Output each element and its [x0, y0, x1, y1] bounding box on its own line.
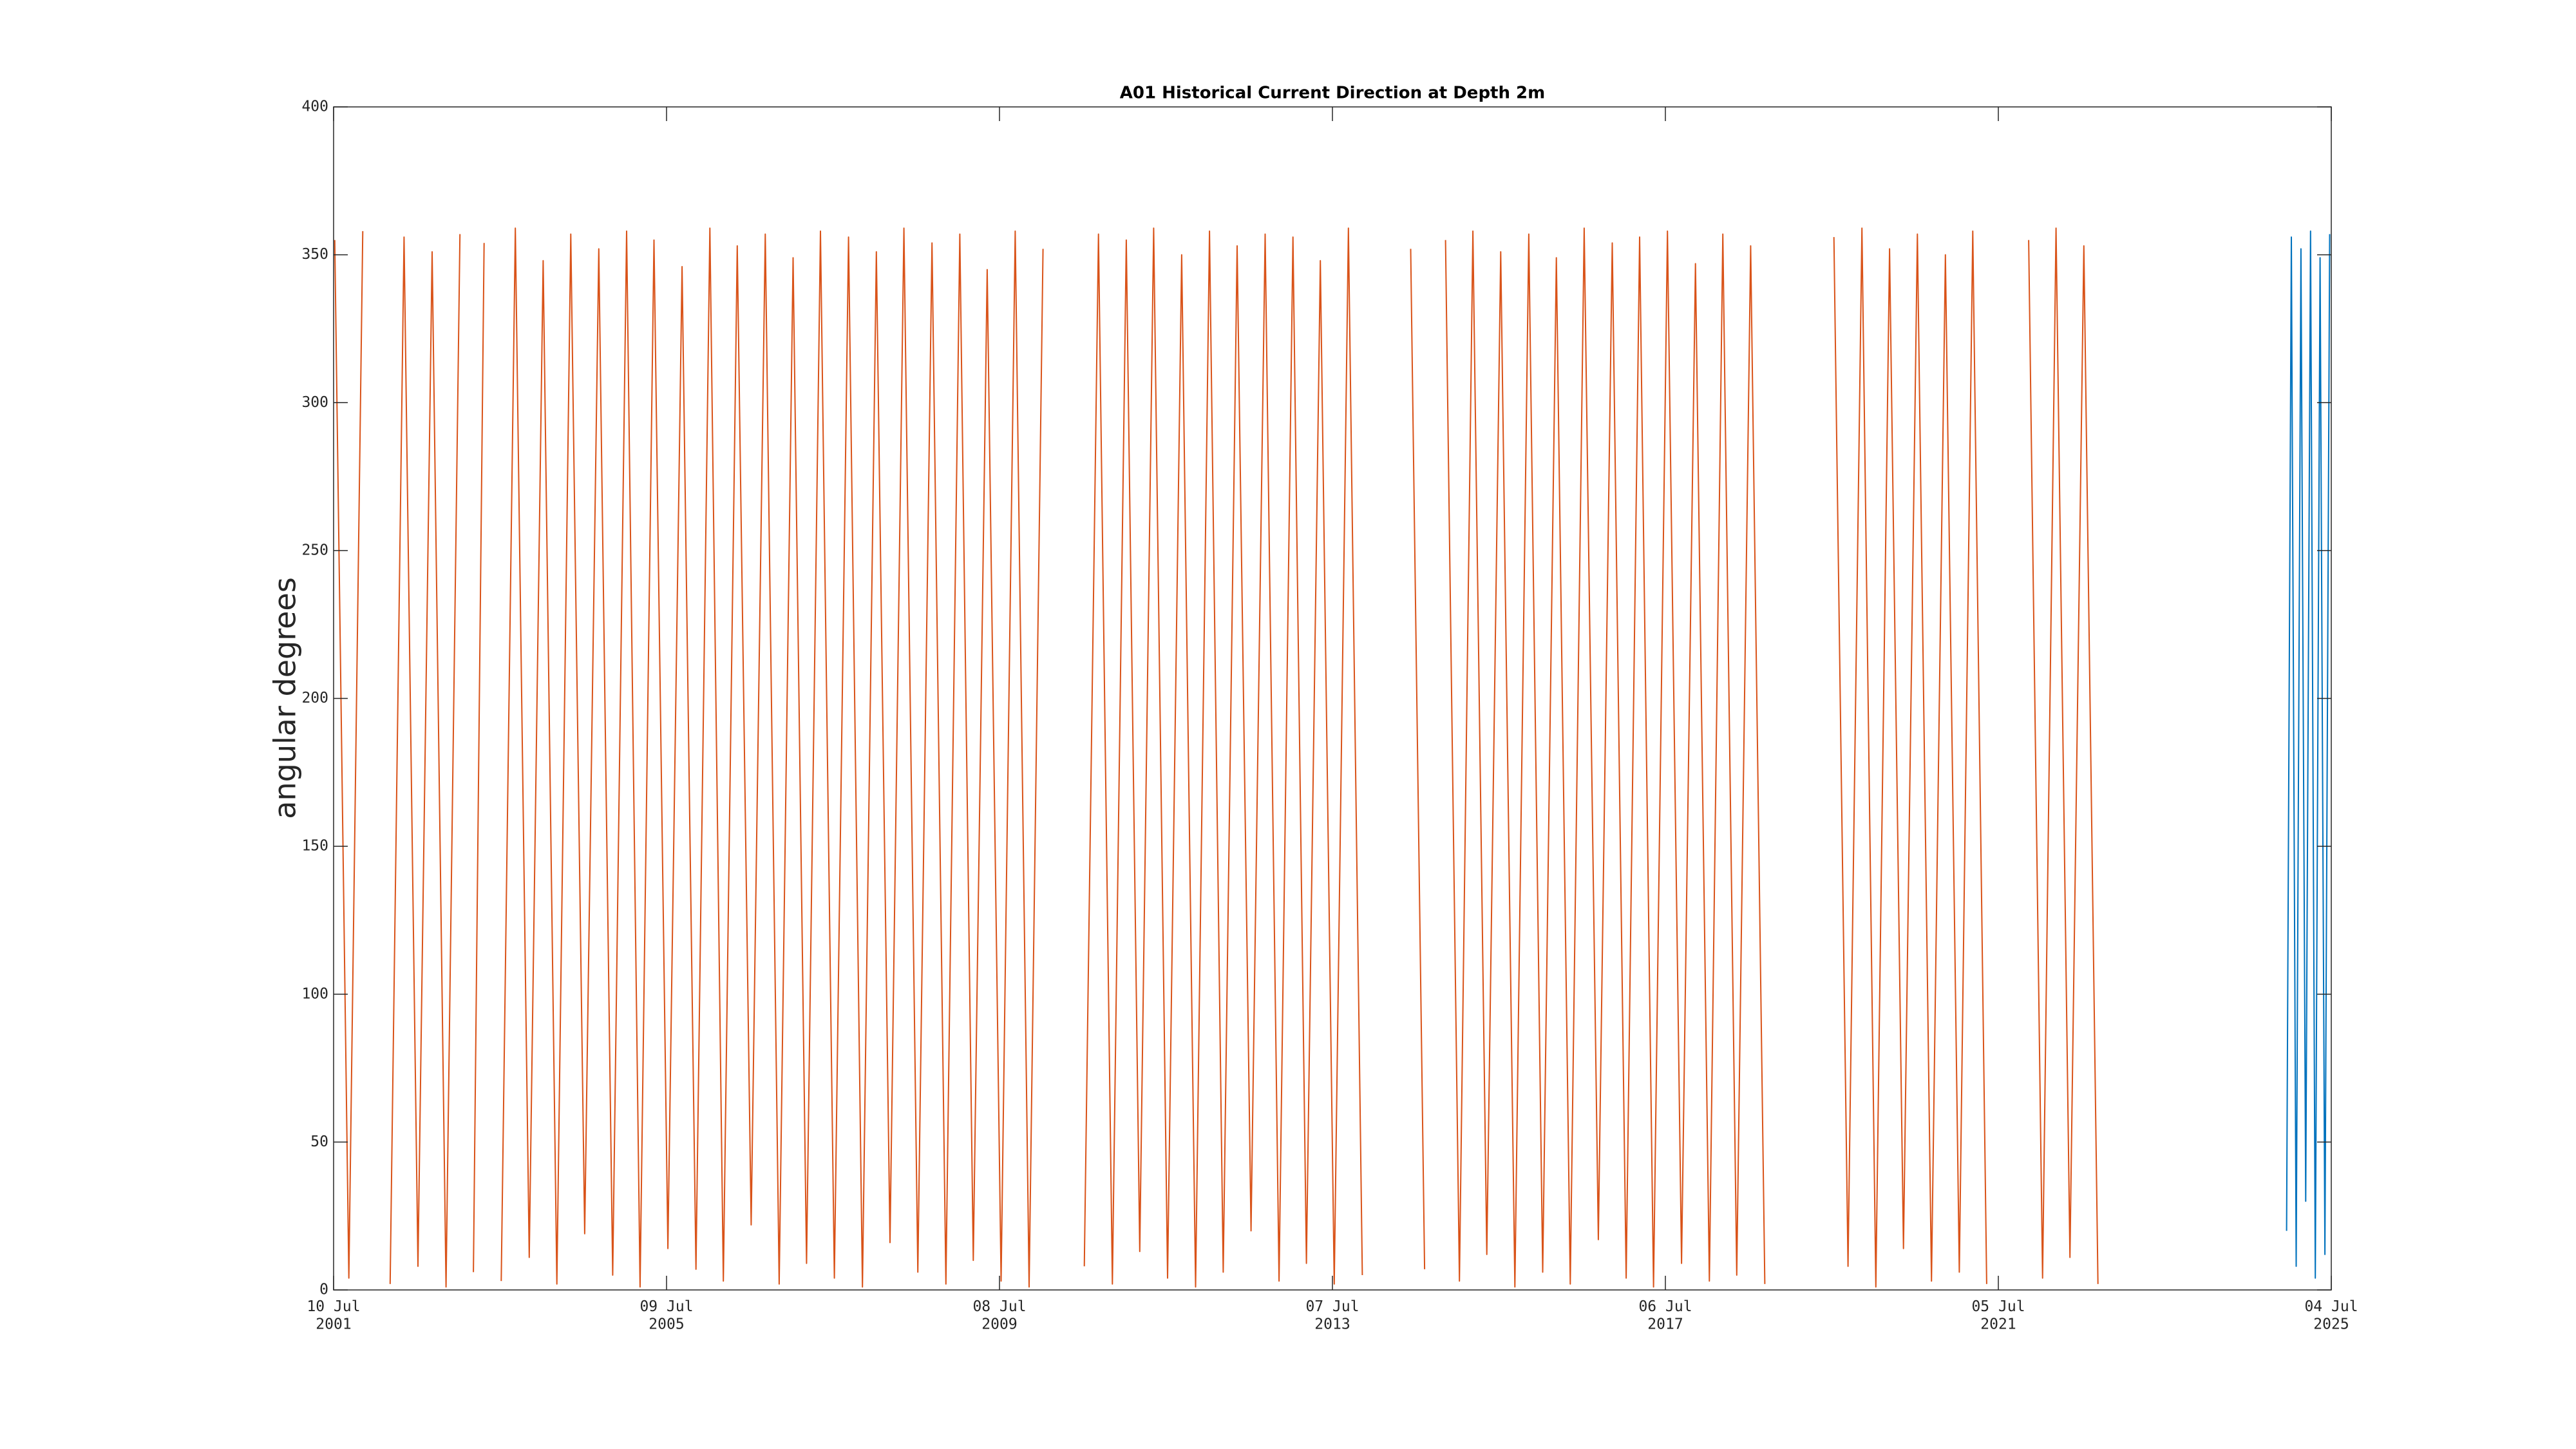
y-tick-label: 0 [319, 1282, 328, 1298]
data-line [2286, 230, 2331, 1279]
y-axis-label: angular degrees [268, 577, 303, 819]
y-tick-label: 150 [301, 838, 328, 855]
y-tick-label: 50 [310, 1133, 328, 1150]
x-tick-label: 05 Jul 2021 [1971, 1298, 2025, 1333]
y-tick-label: 400 [301, 99, 328, 115]
y-tick-label: 100 [301, 985, 328, 1002]
x-tick-label: 07 Jul 2013 [1305, 1298, 1359, 1333]
x-tick-label: 09 Jul 2005 [639, 1298, 693, 1333]
y-tick-label: 300 [301, 394, 328, 411]
x-tick-label: 04 Jul 2025 [2304, 1298, 2358, 1333]
chart-title: A01 Historical Current Direction at Dept… [1120, 84, 1545, 103]
y-tick-label: 350 [301, 246, 328, 263]
x-tick-label: 10 Jul 2001 [307, 1298, 360, 1333]
x-tick-label: 06 Jul 2017 [1638, 1298, 1692, 1333]
x-tick-label: 08 Jul 2009 [972, 1298, 1026, 1333]
y-tick-label: 250 [301, 542, 328, 558]
y-tick-label: 200 [301, 690, 328, 706]
data-line [334, 227, 2099, 1288]
